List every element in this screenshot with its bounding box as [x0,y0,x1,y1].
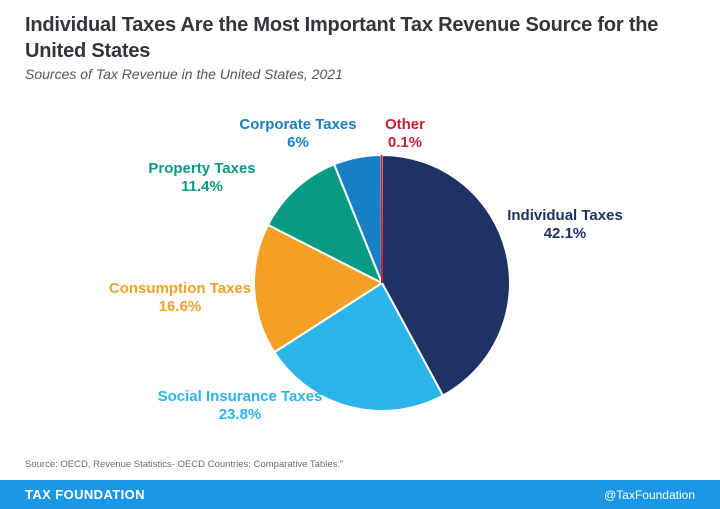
slice-label-consumption-taxes: Consumption Taxes 16.6% [85,280,275,316]
slice-label-individual-taxes: Individual Taxes 42.1% [485,207,645,243]
slice-label-pct: 16.6% [158,298,202,315]
chart-subtitle: Sources of Tax Revenue in the United Sta… [25,66,343,82]
footer-bar: TAX FOUNDATION @TaxFoundation [0,480,720,509]
slice-label-pct: 23.8% [218,406,262,423]
slice-label-text: Property Taxes [148,160,256,177]
slice-label-pct: 6% [287,134,309,151]
slice-label-corporate-taxes: Corporate Taxes 6% [228,116,368,152]
footer-twitter-handle: @TaxFoundation [604,487,695,502]
chart-title: Individual Taxes Are the Most Important … [25,14,659,62]
slice-label-pct: 42.1% [543,225,587,242]
slice-label-text: Corporate Taxes [239,116,357,133]
slice-label-social-insurance-taxes: Social Insurance Taxes 23.8% [125,388,355,424]
footer-brand: TAX FOUNDATION [25,487,145,502]
slice-label-text: Social Insurance Taxes [157,388,323,405]
slice-label-text: Consumption Taxes [108,280,252,297]
slice-label-text: Individual Taxes [507,207,623,224]
slice-label-property-taxes: Property Taxes 11.4% [127,160,277,196]
slice-label-pct: 0.1% [387,134,423,151]
slice-label-pct: 11.4% [181,178,223,195]
source-note: Source: OECD, Revenue Statistics- OECD C… [25,459,344,470]
slice-label-text: Other [384,116,425,133]
slice-label-other: Other 0.1% [365,116,445,152]
